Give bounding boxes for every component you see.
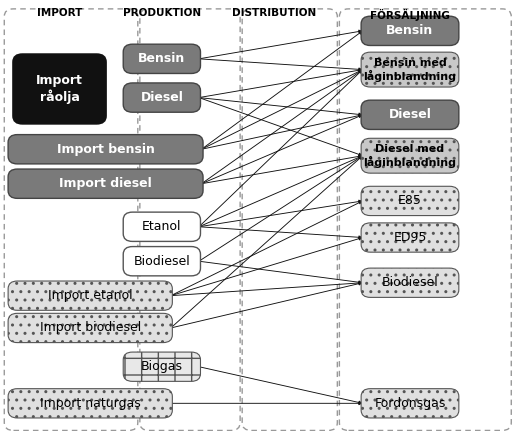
FancyBboxPatch shape (8, 281, 172, 310)
FancyBboxPatch shape (123, 247, 201, 276)
FancyBboxPatch shape (361, 52, 459, 87)
Text: Import naturgas: Import naturgas (40, 397, 141, 410)
Text: Bensin: Bensin (386, 24, 433, 37)
FancyBboxPatch shape (123, 212, 201, 241)
Text: Bensin: Bensin (138, 52, 186, 65)
FancyBboxPatch shape (361, 389, 459, 418)
Text: Fordonsgas: Fordonsgas (374, 397, 446, 410)
FancyBboxPatch shape (361, 268, 459, 297)
Text: Diesel: Diesel (388, 108, 431, 121)
Text: Diesel: Diesel (141, 91, 183, 104)
Text: Import etanol: Import etanol (48, 289, 132, 302)
Text: FÖRSÄLJNING: FÖRSÄLJNING (370, 9, 450, 21)
FancyBboxPatch shape (8, 313, 172, 343)
Text: PRODUKTION: PRODUKTION (123, 9, 201, 19)
FancyBboxPatch shape (361, 138, 459, 173)
FancyBboxPatch shape (13, 54, 106, 124)
Text: Diesel med
låginblandning: Diesel med låginblandning (364, 144, 457, 168)
Text: IMPORT: IMPORT (37, 9, 82, 19)
FancyBboxPatch shape (361, 16, 459, 45)
FancyBboxPatch shape (8, 135, 203, 164)
Text: Import biodiesel: Import biodiesel (40, 321, 141, 334)
FancyBboxPatch shape (123, 44, 201, 73)
Text: Import diesel: Import diesel (59, 177, 152, 190)
Text: Biogas: Biogas (141, 360, 183, 373)
FancyBboxPatch shape (123, 83, 201, 112)
Text: Import
råolja: Import råolja (36, 74, 83, 104)
FancyBboxPatch shape (8, 169, 203, 198)
Text: Import bensin: Import bensin (56, 143, 154, 156)
FancyBboxPatch shape (361, 100, 459, 130)
FancyBboxPatch shape (361, 223, 459, 252)
Text: Biodiesel: Biodiesel (382, 276, 438, 289)
Text: Bensin med
låginblandning: Bensin med låginblandning (364, 57, 457, 82)
Text: Biodiesel: Biodiesel (133, 255, 190, 268)
Text: E85: E85 (398, 194, 422, 207)
Text: ED95: ED95 (393, 231, 427, 244)
FancyBboxPatch shape (361, 186, 459, 216)
FancyBboxPatch shape (8, 389, 172, 418)
Text: DISTRIBUTION: DISTRIBUTION (232, 9, 317, 19)
Text: Etanol: Etanol (142, 220, 182, 233)
FancyBboxPatch shape (123, 352, 201, 381)
